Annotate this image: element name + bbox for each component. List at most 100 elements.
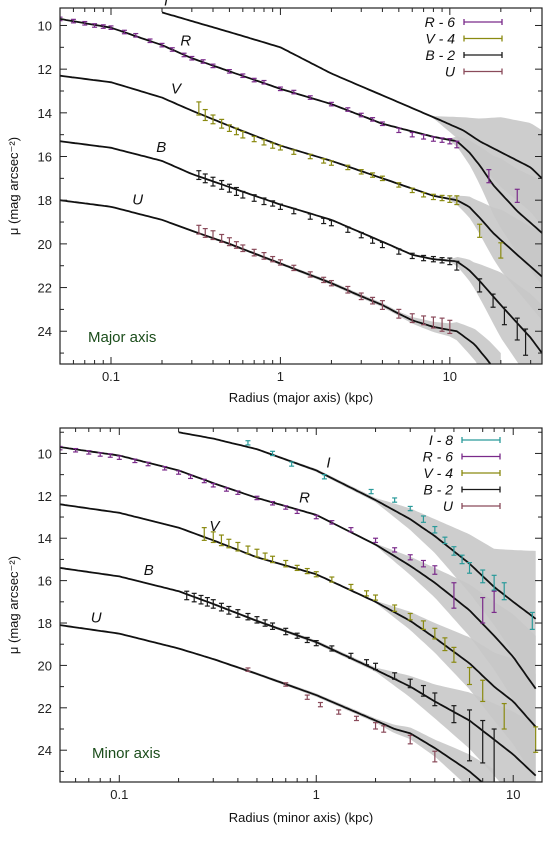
data-point-U: [210, 230, 216, 241]
curve-label-B: B: [156, 139, 166, 156]
y-tick-label: 22: [38, 701, 52, 716]
plot-area: [60, 431, 539, 782]
data-point-U: [381, 725, 387, 733]
curve-label-R: R: [299, 489, 310, 506]
data-point-R: [226, 68, 232, 74]
data-point-B: [358, 231, 364, 239]
model-curve-R: [60, 18, 542, 234]
data-point-V: [392, 604, 398, 612]
data-point-B: [490, 293, 496, 308]
data-point-V: [396, 182, 402, 188]
data-point-R: [92, 23, 98, 28]
data-point-B: [294, 632, 300, 639]
data-point-R: [379, 121, 385, 127]
uncertainty-band-R: [60, 447, 536, 742]
data-point-B: [364, 659, 370, 666]
uncertainty-band-U: [60, 625, 495, 782]
data-point-V: [329, 576, 335, 583]
data-point-V: [240, 130, 246, 139]
data-point-R: [100, 24, 106, 29]
data-point-R: [223, 487, 229, 492]
curve-label-V: V: [171, 81, 183, 98]
data-point-V: [442, 637, 448, 652]
legend-label-B: B - 2: [425, 47, 455, 63]
data-point-V: [407, 612, 413, 621]
curve-label-I: I: [164, 0, 168, 9]
data-point-R: [251, 77, 257, 83]
data-point-V: [439, 194, 445, 202]
legend-label-U: U: [445, 64, 456, 80]
data-point-R: [348, 527, 354, 533]
data-point-V: [432, 627, 438, 640]
y-tick-label: 18: [38, 193, 52, 208]
data-point-U: [421, 315, 427, 326]
data-point-B: [392, 672, 398, 680]
data-point-U: [358, 292, 364, 301]
legend: R - 6V - 4B - 2U: [425, 14, 503, 80]
x-tick-label: 0.1: [102, 369, 120, 384]
data-point-B: [198, 594, 204, 605]
data-point-R: [313, 514, 319, 520]
data-point-B: [210, 599, 216, 609]
data-point-R: [108, 25, 114, 31]
data-point-B: [523, 328, 529, 356]
data-point-R: [358, 112, 364, 118]
data-point-R: [270, 500, 276, 506]
data-point-V: [420, 620, 426, 630]
data-point-V: [370, 172, 376, 178]
data-point-I: [459, 554, 465, 565]
uncertainty-band-I: [162, 12, 542, 227]
data-point-R: [329, 520, 335, 525]
data-point-B: [204, 596, 210, 607]
data-point-V: [480, 679, 486, 703]
data-point-U: [226, 237, 232, 247]
data-point-R: [133, 32, 139, 38]
data-point-V: [291, 149, 297, 155]
data-point-B: [477, 278, 483, 293]
plot-area: [60, 11, 542, 364]
data-point-R: [409, 131, 415, 138]
data-point-V: [226, 124, 232, 132]
data-point-U: [447, 319, 453, 335]
plot-frame: [59, 427, 543, 783]
data-point-R: [82, 20, 88, 26]
y-tick-label: 12: [38, 62, 52, 77]
data-point-I: [432, 525, 438, 534]
data-point-R: [107, 453, 113, 458]
data-point-B: [283, 627, 289, 636]
legend-swatch-R: [463, 19, 503, 25]
data-point-V: [245, 545, 251, 555]
data-point-I: [529, 611, 535, 630]
model-curve-U: [60, 624, 484, 782]
y-tick-label: 14: [38, 106, 52, 121]
y-tick-label: 22: [38, 281, 52, 296]
data-point-B: [409, 252, 415, 260]
data-point-V: [261, 139, 267, 146]
data-point-R: [70, 18, 76, 24]
data-point-B: [420, 684, 426, 697]
data-point-B: [291, 207, 297, 215]
data-point-B: [329, 645, 335, 652]
data-point-V: [345, 164, 351, 171]
data-point-R: [396, 127, 402, 134]
data-point-V: [270, 142, 276, 149]
data-point-V: [447, 195, 453, 203]
data-point-V: [477, 223, 483, 238]
y-tick-label: 24: [38, 324, 52, 339]
legend-swatch-I: [461, 437, 501, 443]
data-point-U: [261, 252, 267, 260]
legend-label-R: R - 6: [425, 14, 456, 30]
data-point-V: [196, 101, 202, 116]
model-curve-V: [60, 74, 542, 278]
data-point-V: [283, 559, 289, 568]
data-point-I: [270, 450, 276, 457]
data-point-V: [235, 541, 241, 552]
panel-label: Minor axis: [92, 745, 160, 762]
data-point-V: [210, 114, 216, 125]
panel-major-axis: 0.1 1 10 10 12 14 16 18 20 22 24 Radius (major axis…: [6, 0, 543, 405]
data-point-V: [358, 169, 364, 175]
data-point-V: [218, 534, 224, 547]
data-point-U: [245, 667, 251, 672]
data-point-R: [97, 452, 103, 457]
data-point-B: [407, 678, 413, 689]
